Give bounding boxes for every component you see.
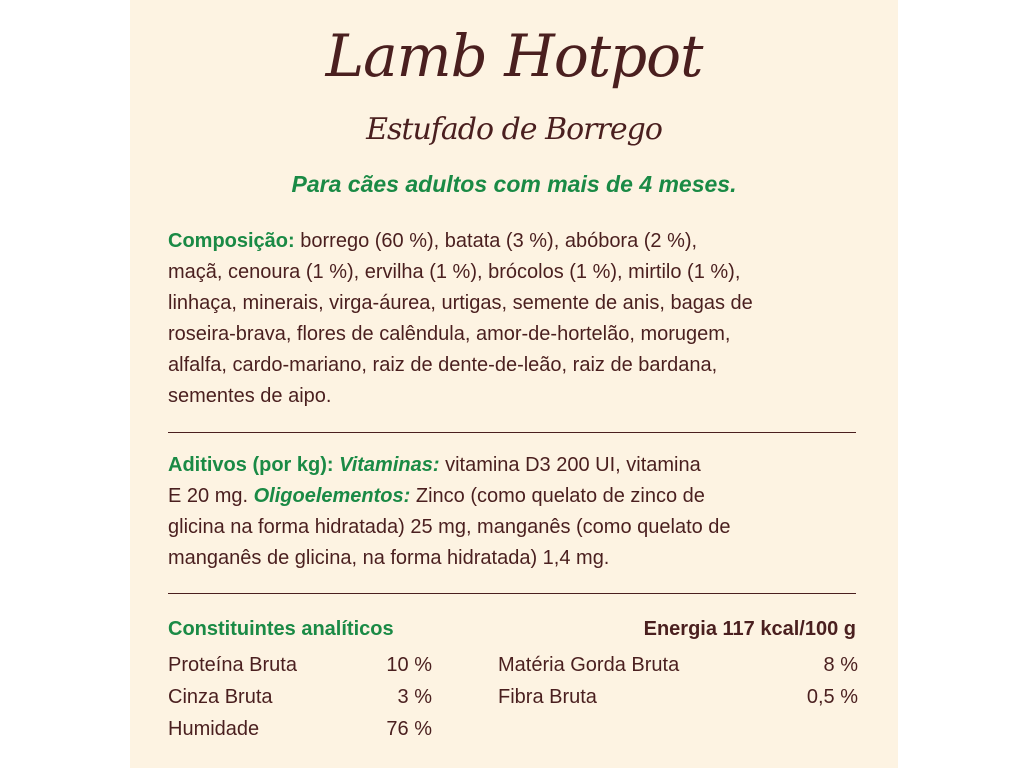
label-panel: Lamb Hotpot Estufado de Borrego Para cãe… (130, 0, 898, 768)
target-audience: Para cães adultos com mais de 4 meses. (291, 171, 737, 197)
constituent-value: 76 % (386, 718, 432, 740)
trace-elements-label: Oligoelementos: (253, 485, 411, 507)
additives-text: glicina na forma hidratada) 25 mg, manga… (168, 516, 731, 538)
divider (168, 432, 856, 433)
composition-line: maçã, cenoura (1 %), ervilha (1 %), bróc… (168, 261, 741, 283)
additives-text: manganês de glicina, na forma hidratada)… (168, 547, 610, 569)
constituent-value: 10 % (386, 654, 432, 676)
composition-line: alfalfa, cardo-mariano, raiz de dente-de… (168, 354, 718, 376)
constituent-name: Humidade (168, 718, 260, 740)
constituent-name: Cinza Bruta (168, 686, 273, 708)
analytical-label: Constituintes analíticos (168, 618, 394, 640)
additives-text: Zinco (como quelato de zinco de (415, 485, 705, 507)
constituent-value: 3 % (397, 686, 432, 708)
product-subtitle: Estufado de Borrego (366, 112, 663, 147)
composition-section: Composição: borrego (60 %), batata (3 %)… (168, 226, 868, 412)
constituent-name: Fibra Bruta (498, 686, 597, 708)
vitamins-label: Vitaminas: (339, 454, 440, 476)
additives-label: Aditivos (por kg): (168, 454, 334, 476)
constituent-name: Proteína Bruta (168, 654, 297, 676)
constituent-value: 0,5 % (806, 686, 858, 708)
composition-line: borrego (60 %), batata (3 %), abóbora (2… (300, 230, 698, 252)
composition-line: sementes de aipo. (168, 385, 332, 407)
composition-label: Composição: (168, 230, 295, 252)
additives-text: E 20 mg. (168, 485, 249, 507)
additives-section: Aditivos (por kg): Vitaminas: vitamina D… (168, 450, 868, 574)
additives-text: vitamina D3 200 UI, vitamina (445, 454, 701, 476)
energy-value: Energia 117 kcal/100 g (643, 618, 856, 640)
product-title: Lamb Hotpot (325, 22, 704, 90)
constituent-name: Matéria Gorda Bruta (498, 654, 680, 676)
composition-line: roseira-brava, flores de calêndula, amor… (168, 323, 731, 345)
constituent-value: 8 % (823, 654, 858, 676)
composition-line: linhaça, minerais, virga-áurea, urtigas,… (168, 292, 753, 314)
divider (168, 593, 856, 594)
